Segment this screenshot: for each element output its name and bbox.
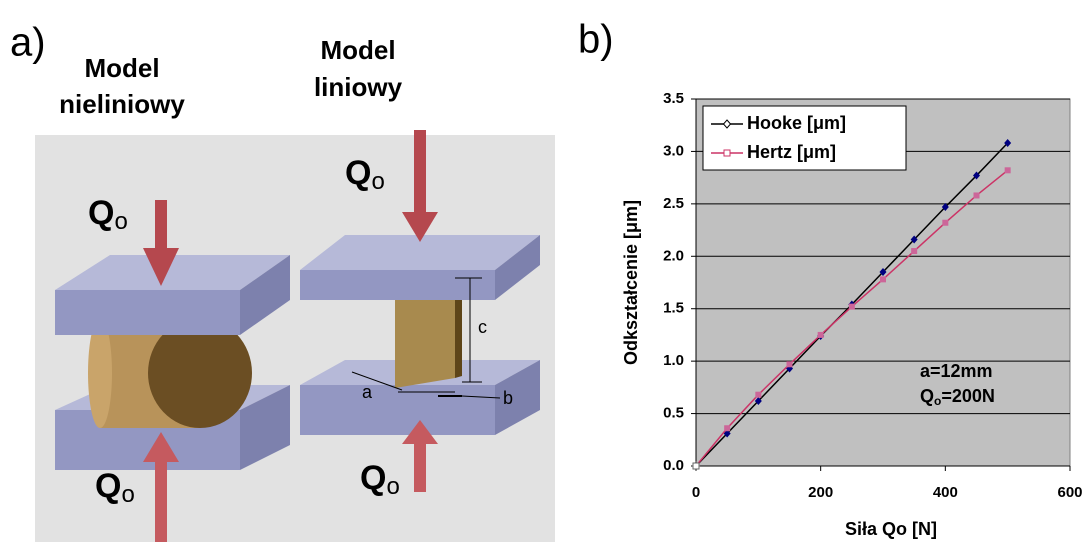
panel-label: a) — [10, 21, 46, 65]
model-title: nieliniowy — [59, 89, 185, 119]
model-title: Model — [84, 53, 159, 83]
annotation: a=12mm — [920, 361, 993, 381]
panel-b: b) 0.0 0.5 1.0 1.5 2.0 2.5 3.0 3.5 0 200 400 600 Sił… — [578, 18, 1083, 539]
y-tick-label: 0.5 — [663, 405, 684, 422]
marker — [880, 276, 886, 282]
dimension: b — [503, 388, 513, 408]
legend-label: Hertz [μm] — [747, 142, 836, 162]
marker — [974, 192, 980, 198]
model-title: Model — [320, 35, 395, 65]
marker — [787, 361, 793, 367]
legend-label: Hooke [μm] — [747, 113, 846, 133]
y-tick-label: 1.0 — [663, 352, 684, 369]
marker — [818, 332, 824, 338]
panel-a: a) Model nieliniowy Model liniowy c a — [10, 21, 555, 542]
panel-label: b) — [578, 18, 614, 62]
marker — [911, 248, 917, 254]
y-tick-label: 3.0 — [663, 142, 684, 159]
figure: a) Model nieliniowy Model liniowy c a — [0, 0, 1091, 542]
y-tick-label: 1.5 — [663, 300, 684, 317]
model-title: liniowy — [314, 72, 403, 102]
annotation-part: o — [934, 394, 941, 408]
marker — [1005, 167, 1011, 173]
y-axis-label: Odkształcenie [μm] — [621, 200, 641, 365]
y-tick-label: 3.5 — [663, 90, 684, 107]
x-axis-label: Siła Qo [N] — [845, 519, 937, 539]
y-tick-label: 2.0 — [663, 247, 684, 264]
annotation-part: =200N — [941, 386, 995, 406]
marker — [942, 220, 948, 226]
marker — [755, 392, 761, 398]
y-tick-label: 2.5 — [663, 195, 684, 212]
annotation: Qo=200N — [920, 386, 995, 408]
marker — [724, 150, 730, 156]
dimension: c — [478, 317, 487, 337]
y-tick-label: 0.0 — [663, 457, 684, 474]
marker — [849, 304, 855, 310]
x-tick-label: 200 — [808, 484, 833, 501]
x-tick-label: 600 — [1057, 484, 1082, 501]
x-tick-label: 400 — [933, 484, 958, 501]
marker — [693, 463, 699, 469]
x-tick-label: 0 — [692, 484, 700, 501]
annotation-part: Q — [920, 386, 934, 406]
marker — [724, 425, 730, 431]
dimension: a — [362, 382, 373, 402]
